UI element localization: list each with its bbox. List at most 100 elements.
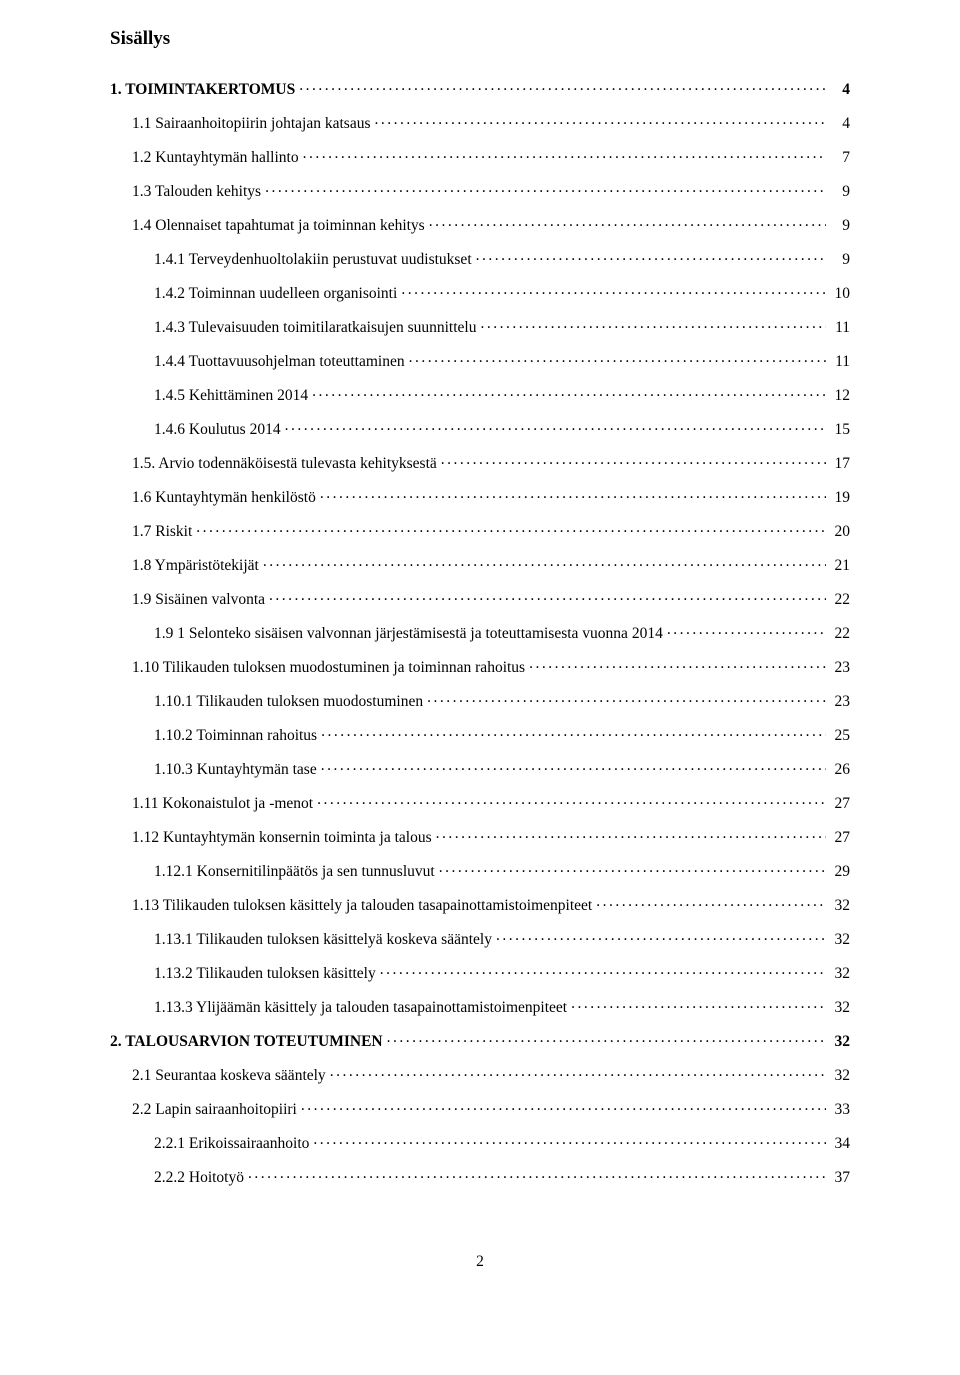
toc-entry[interactable]: 1.6 Kuntayhtymän henkilöstö 19 — [110, 486, 850, 505]
toc-entry[interactable]: 1.9 Sisäinen valvonta 22 — [110, 588, 850, 607]
toc-entry[interactable]: 1.1 Sairaanhoitopiirin johtajan katsaus 4 — [110, 112, 850, 131]
toc-entry-label: 1.13.3 Ylijäämän käsittely ja talouden t… — [154, 1000, 567, 1016]
toc-entry-label: 1.8 Ympäristötekijät — [132, 558, 259, 574]
toc-entry[interactable]: 1.3 Talouden kehitys9 — [110, 180, 850, 199]
toc-entry-page: 32 — [830, 1068, 850, 1084]
toc-entry[interactable]: 2.1 Seurantaa koskeva sääntely32 — [110, 1064, 850, 1083]
toc-leader-dots — [263, 554, 826, 570]
toc-entry[interactable]: 1.12.1 Konsernitilinpäätös ja sen tunnus… — [110, 860, 850, 879]
toc-leader-dots — [321, 758, 826, 774]
toc-entry[interactable]: 1.4.2 Toiminnan uudelleen organisointi10 — [110, 282, 850, 301]
toc-entry[interactable]: 1.10 Tilikauden tuloksen muodostuminen j… — [110, 656, 850, 675]
toc-entry-label: 1.2 Kuntayhtymän hallinto — [132, 150, 299, 166]
toc-leader-dots — [265, 180, 826, 196]
toc-leader-dots — [476, 248, 826, 264]
toc-leader-dots — [571, 996, 826, 1012]
toc-entry-label: 1.4.1 Terveydenhuoltolakiin perustuvat u… — [154, 252, 472, 268]
toc-entry[interactable]: 1.5. Arvio todennäköisestä tulevasta keh… — [110, 452, 850, 471]
toc-leader-dots — [667, 622, 826, 638]
toc-entry[interactable]: 1.10.1 Tilikauden tuloksen muodostuminen… — [110, 690, 850, 709]
toc-entry-label: 1.13.2 Tilikauden tuloksen käsittely — [154, 966, 376, 982]
toc-entry-page: 12 — [830, 388, 850, 404]
toc-entry-label: 1.13 Tilikauden tuloksen käsittely ja ta… — [132, 898, 592, 914]
toc-entry-label: 1.3 Talouden kehitys — [132, 184, 261, 200]
toc-entry-page: 32 — [830, 932, 850, 948]
toc-entry[interactable]: 2. TALOUSARVION TOTEUTUMINEN32 — [110, 1030, 850, 1049]
toc-entry[interactable]: 1.8 Ympäristötekijät 21 — [110, 554, 850, 573]
toc-entry[interactable]: 1.13.2 Tilikauden tuloksen käsittely 32 — [110, 962, 850, 981]
toc-entry-label: 1.12.1 Konsernitilinpäätös ja sen tunnus… — [154, 864, 435, 880]
toc-entry[interactable]: 1.10.2 Toiminnan rahoitus25 — [110, 724, 850, 743]
toc-entry[interactable]: 1.2 Kuntayhtymän hallinto 7 — [110, 146, 850, 165]
toc-entry[interactable]: 1.10.3 Kuntayhtymän tase26 — [110, 758, 850, 777]
toc-entry-label: 1.5. Arvio todennäköisestä tulevasta keh… — [132, 456, 437, 472]
toc-entry[interactable]: 1.4.4 Tuottavuusohjelman toteuttaminen11 — [110, 350, 850, 369]
toc-entry-page: 22 — [830, 626, 850, 642]
toc-entry-label: 1.1 Sairaanhoitopiirin johtajan katsaus — [132, 116, 370, 132]
toc-leader-dots — [401, 282, 826, 298]
toc-entry-page: 4 — [830, 82, 850, 98]
toc-entry[interactable]: 2.2.2 Hoitotyö 37 — [110, 1166, 850, 1185]
toc-entry-page: 29 — [830, 864, 850, 880]
toc-entry-page: 22 — [830, 592, 850, 608]
toc-entry[interactable]: 1. TOIMINTAKERTOMUS4 — [110, 78, 850, 97]
toc-entry-label: 1.9 Sisäinen valvonta — [132, 592, 265, 608]
toc-entry-label: 1.10.3 Kuntayhtymän tase — [154, 762, 317, 778]
toc-entry-label: 2.2 Lapin sairaanhoitopiiri — [132, 1102, 297, 1118]
toc-entry-label: 2.2.2 Hoitotyö — [154, 1170, 244, 1186]
toc-entry[interactable]: 1.4.6 Koulutus 201415 — [110, 418, 850, 437]
toc-entry-label: 1.4.2 Toiminnan uudelleen organisointi — [154, 286, 397, 302]
toc-entry-label: 1.7 Riskit — [132, 524, 192, 540]
toc-entry-page: 7 — [830, 150, 850, 166]
toc-entry-label: 1.11 Kokonaistulot ja -menot — [132, 796, 313, 812]
toc-leader-dots — [427, 690, 826, 706]
toc-leader-dots — [303, 146, 826, 162]
toc-entry-label: 1.4.4 Tuottavuusohjelman toteuttaminen — [154, 354, 405, 370]
toc-entry-page: 19 — [830, 490, 850, 506]
toc-entry[interactable]: 1.4 Olennaiset tapahtumat ja toiminnan k… — [110, 214, 850, 233]
toc-leader-dots — [439, 860, 826, 876]
toc-entry-label: 1.12 Kuntayhtymän konsernin toiminta ja … — [132, 830, 432, 846]
toc-leader-dots — [441, 452, 826, 468]
toc-entry[interactable]: 1.9 1 Selonteko sisäisen valvonnan järje… — [110, 622, 850, 641]
toc-entry[interactable]: 2.2.1 Erikoissairaanhoito34 — [110, 1132, 850, 1151]
toc-leader-dots — [330, 1064, 826, 1080]
toc-entry[interactable]: 1.4.1 Terveydenhuoltolakiin perustuvat u… — [110, 248, 850, 267]
toc-leader-dots — [299, 78, 826, 94]
toc-leader-dots — [312, 384, 826, 400]
toc-entry-label: 1.6 Kuntayhtymän henkilöstö — [132, 490, 316, 506]
toc-entry[interactable]: 1.13.3 Ylijäämän käsittely ja talouden t… — [110, 996, 850, 1015]
toc-entry-page: 4 — [830, 116, 850, 132]
toc-entry-page: 23 — [830, 660, 850, 676]
toc-entry[interactable]: 1.7 Riskit 20 — [110, 520, 850, 539]
toc-leader-dots — [429, 214, 826, 230]
toc-entry-page: 11 — [830, 320, 850, 336]
toc-entry-page: 9 — [830, 218, 850, 234]
toc-leader-dots — [387, 1030, 826, 1046]
toc-entry-page: 32 — [830, 966, 850, 982]
toc-entry-page: 37 — [830, 1170, 850, 1186]
toc-leader-dots — [313, 1132, 826, 1148]
toc-entry-label: 1.4.6 Koulutus 2014 — [154, 422, 281, 438]
toc-entry[interactable]: 2.2 Lapin sairaanhoitopiiri33 — [110, 1098, 850, 1117]
toc-leader-dots — [596, 894, 826, 910]
toc-entry-label: 1.4 Olennaiset tapahtumat ja toiminnan k… — [132, 218, 425, 234]
toc-entry-page: 27 — [830, 830, 850, 846]
toc-entry[interactable]: 1.11 Kokonaistulot ja -menot27 — [110, 792, 850, 811]
toc-entry[interactable]: 1.4.5 Kehittäminen 201412 — [110, 384, 850, 403]
toc-entry[interactable]: 1.12 Kuntayhtymän konsernin toiminta ja … — [110, 826, 850, 845]
toc-entry-label: 1.4.3 Tulevaisuuden toimitilaratkaisujen… — [154, 320, 476, 336]
toc-entry-page: 9 — [830, 252, 850, 268]
toc-entry-label: 1.9 1 Selonteko sisäisen valvonnan järje… — [154, 626, 663, 642]
toc-leader-dots — [301, 1098, 826, 1114]
toc-entry[interactable]: 1.13 Tilikauden tuloksen käsittely ja ta… — [110, 894, 850, 913]
toc-entry-page: 32 — [830, 898, 850, 914]
toc-entry-page: 20 — [830, 524, 850, 540]
toc-entry-label: 2. TALOUSARVION TOTEUTUMINEN — [110, 1034, 383, 1050]
toc-entry-label: 1.13.1 Tilikauden tuloksen käsittelyä ko… — [154, 932, 492, 948]
toc-entry[interactable]: 1.13.1 Tilikauden tuloksen käsittelyä ko… — [110, 928, 850, 947]
toc-entry-page: 21 — [830, 558, 850, 574]
toc-entry[interactable]: 1.4.3 Tulevaisuuden toimitilaratkaisujen… — [110, 316, 850, 335]
toc-entry-page: 32 — [830, 1000, 850, 1016]
toc-entry-page: 23 — [830, 694, 850, 710]
